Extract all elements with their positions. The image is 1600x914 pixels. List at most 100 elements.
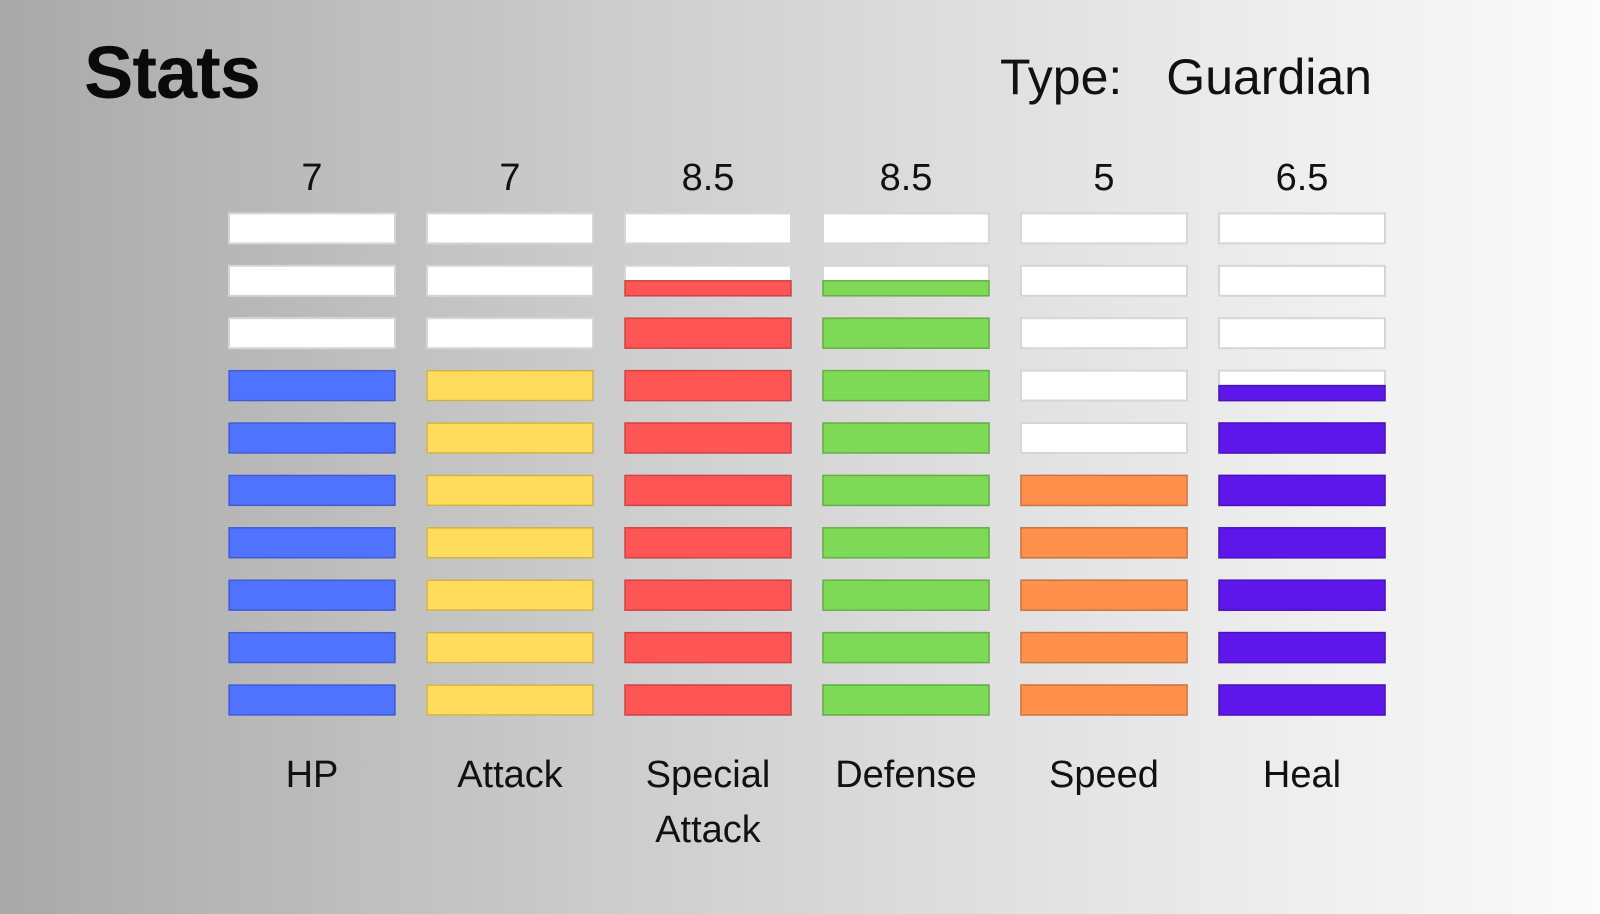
stat-column: 7 HP — [228, 157, 396, 796]
type-value: Guardian — [1166, 49, 1372, 105]
segment-fill — [822, 631, 990, 664]
stat-name-label: Attack — [655, 809, 762, 851]
segment-fill — [1218, 631, 1386, 664]
segment-fill — [624, 317, 792, 349]
segment-fill — [426, 369, 594, 402]
stat-value-label: 8.5 — [682, 157, 735, 199]
stat-segment — [426, 526, 594, 559]
stat-segment — [624, 212, 792, 245]
segment-fill — [228, 527, 396, 559]
segment-fill — [1218, 384, 1386, 402]
stat-segment — [1218, 369, 1386, 402]
segment-fill — [624, 422, 792, 454]
segment-fill — [426, 422, 594, 454]
segment-fill — [822, 317, 990, 349]
segment-fill — [426, 527, 594, 559]
stat-segment — [228, 526, 396, 559]
segment-fill — [228, 369, 396, 402]
stat-segment — [228, 684, 396, 716]
stat-segment — [624, 631, 792, 664]
stat-segment — [426, 422, 594, 454]
stat-segment — [1218, 526, 1386, 559]
stat-value-label: 8.5 — [880, 157, 933, 199]
stat-segment — [228, 212, 396, 245]
segment-fill — [228, 579, 396, 611]
stat-segment — [624, 684, 792, 716]
stat-segment — [426, 579, 594, 612]
segment-fill — [228, 631, 396, 664]
stat-segment — [426, 474, 594, 507]
segment-fill — [1218, 579, 1386, 611]
segment-fill — [1020, 631, 1188, 664]
segment-fill — [1218, 474, 1386, 507]
segment-fill — [228, 684, 396, 716]
stat-column: 5 Speed — [1020, 157, 1188, 796]
stat-segment — [822, 684, 990, 716]
stat-segment — [822, 474, 990, 507]
stat-segment — [624, 422, 792, 454]
stat-segment — [426, 264, 594, 297]
stat-segment — [1020, 579, 1188, 612]
segment-fill — [426, 579, 594, 611]
stat-segment — [1218, 422, 1386, 454]
segment-fill — [624, 527, 792, 559]
segment-fill — [624, 280, 792, 297]
type-row: Type: Guardian — [1000, 52, 1372, 102]
segment-fill — [822, 369, 990, 402]
segment-background — [426, 264, 594, 297]
segment-fill — [624, 474, 792, 507]
stat-segment — [1020, 526, 1188, 559]
stat-value-label: 7 — [301, 157, 322, 199]
stat-segment — [822, 526, 990, 559]
segment-fill — [426, 684, 594, 716]
stat-segment — [822, 631, 990, 664]
segment-background — [1218, 317, 1386, 350]
stat-segment — [822, 317, 990, 350]
segment-background — [1020, 264, 1188, 297]
segment-fill — [426, 631, 594, 664]
stat-segment — [426, 212, 594, 245]
stat-column: 6.5 Heal — [1218, 157, 1386, 796]
segment-fill — [624, 631, 792, 664]
segment-background — [822, 212, 990, 245]
stat-segment — [1020, 631, 1188, 664]
stat-segment — [1218, 317, 1386, 350]
segment-fill — [1020, 474, 1188, 507]
segment-fill — [1218, 684, 1386, 716]
segment-background — [426, 212, 594, 245]
segment-fill — [822, 579, 990, 611]
segment-background — [228, 264, 396, 297]
stat-segment — [426, 631, 594, 664]
stat-segment — [228, 317, 396, 350]
stat-segment — [1020, 317, 1188, 350]
stat-segment — [1020, 684, 1188, 716]
segment-fill — [822, 527, 990, 559]
stat-segment — [822, 264, 990, 297]
stat-segment — [426, 684, 594, 716]
segment-background — [1020, 369, 1188, 402]
stat-segment — [426, 317, 594, 350]
segment-background — [624, 212, 792, 245]
segment-background — [426, 317, 594, 350]
segment-fill — [822, 474, 990, 507]
stat-segment — [822, 369, 990, 402]
stat-segment — [624, 369, 792, 402]
stat-segment — [822, 422, 990, 454]
stat-name-label: Speed — [1049, 754, 1159, 796]
segment-fill — [426, 474, 594, 507]
stat-segment — [228, 422, 396, 454]
segment-background — [1020, 317, 1188, 350]
stat-segment — [822, 212, 990, 245]
stat-segment — [624, 579, 792, 612]
segment-background — [1218, 212, 1386, 245]
segment-fill — [228, 474, 396, 507]
stat-value-label: 5 — [1093, 157, 1114, 199]
stat-name-label: Defense — [835, 754, 977, 796]
segment-fill — [1020, 527, 1188, 559]
segment-fill — [1020, 579, 1188, 611]
stat-name-label: Special — [646, 754, 771, 796]
segment-fill — [624, 579, 792, 611]
stat-segment — [822, 579, 990, 612]
page-title: Stats — [84, 31, 261, 114]
